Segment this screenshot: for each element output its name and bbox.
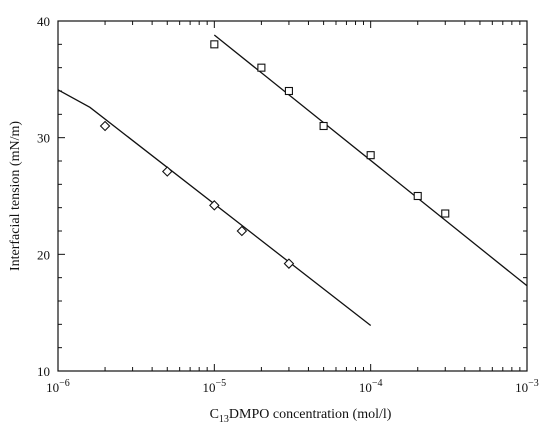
y-tick-label: 30: [37, 131, 50, 146]
data-markers: [99, 40, 450, 269]
square-marker: [441, 209, 450, 218]
tick-labels: 10−6 10−5 10−4 10−3 10 20 30 40: [37, 14, 539, 395]
square-marker: [413, 191, 422, 201]
fit-lines: [57, 34, 528, 327]
y-tick-label: 40: [37, 14, 50, 29]
x-tick-label: 10−4: [359, 378, 383, 395]
square-marker: [366, 151, 375, 160]
x-tick-label: 10−6: [46, 378, 70, 395]
plot-frame: [57, 20, 528, 372]
diamond-marker: [209, 200, 220, 211]
fit-line-1: [213, 34, 528, 287]
y-axis-title: Interfacial tension (mN/m): [8, 121, 23, 271]
diamond-marker: [161, 166, 173, 177]
x-tick-label: 10−3: [515, 378, 539, 395]
square-marker: [319, 121, 328, 131]
diamond-marker: [99, 120, 111, 132]
diamond-marker: [236, 225, 248, 237]
y-tick-label: 10: [37, 364, 50, 379]
diamond-marker: [283, 258, 295, 269]
square-marker: [284, 86, 293, 96]
x-tick-label: 10−5: [203, 378, 227, 395]
y-tick-label: 20: [37, 247, 50, 262]
x-axis-title: C13DMPO concentration (mol/l): [210, 407, 392, 425]
axis-ticks: [57, 20, 528, 372]
square-marker: [257, 63, 266, 72]
fit-line-2: [57, 89, 372, 327]
square-marker: [210, 40, 219, 49]
